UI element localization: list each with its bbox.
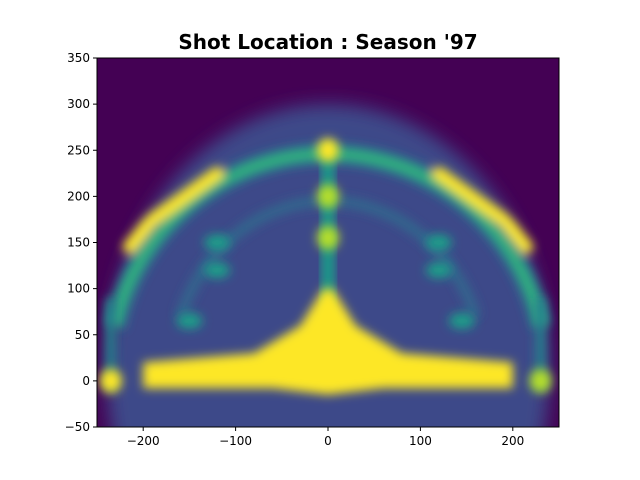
arc-hot-segment <box>122 217 155 254</box>
density-paint <box>143 288 513 395</box>
heatmap-density <box>99 104 552 427</box>
y-tick-label: 150 <box>67 236 90 250</box>
hotspot <box>204 234 231 251</box>
y-tick-label: −50 <box>65 420 90 434</box>
hotspot <box>317 225 339 250</box>
hotspot <box>425 262 452 279</box>
hotspot <box>448 312 475 329</box>
chart-title: Shot Location : Season '97 <box>178 30 477 54</box>
y-tick-label: 200 <box>67 189 90 203</box>
x-axis: −200 −100 0 100 200 <box>127 427 524 448</box>
hotspot <box>99 368 122 393</box>
hotspot <box>529 368 552 393</box>
hotspot <box>317 184 339 209</box>
x-tick-label: 200 <box>501 434 524 448</box>
hotspot <box>425 234 452 251</box>
y-tick-label: 50 <box>75 328 90 342</box>
x-tick-label: 100 <box>409 434 432 448</box>
y-tick-label: 100 <box>67 282 90 296</box>
y-tick-label: 300 <box>67 97 90 111</box>
hotspot <box>176 312 203 329</box>
x-tick-label: 0 <box>324 434 332 448</box>
y-tick-label: 250 <box>67 143 90 157</box>
paint-hot-region <box>143 288 513 395</box>
hotspot <box>204 262 231 279</box>
x-tick-label: −200 <box>127 434 160 448</box>
hotspot <box>317 138 339 163</box>
x-tick-label: −100 <box>219 434 252 448</box>
arc-hot-segment <box>501 217 534 254</box>
arc-hot-segment <box>145 166 224 226</box>
y-tick-label: 350 <box>67 51 90 65</box>
arc-hot-segment <box>432 166 511 226</box>
y-axis: −50 0 50 100 150 200 250 300 350 <box>65 51 97 434</box>
y-tick-label: 0 <box>82 374 90 388</box>
density-hotspots <box>99 138 552 393</box>
